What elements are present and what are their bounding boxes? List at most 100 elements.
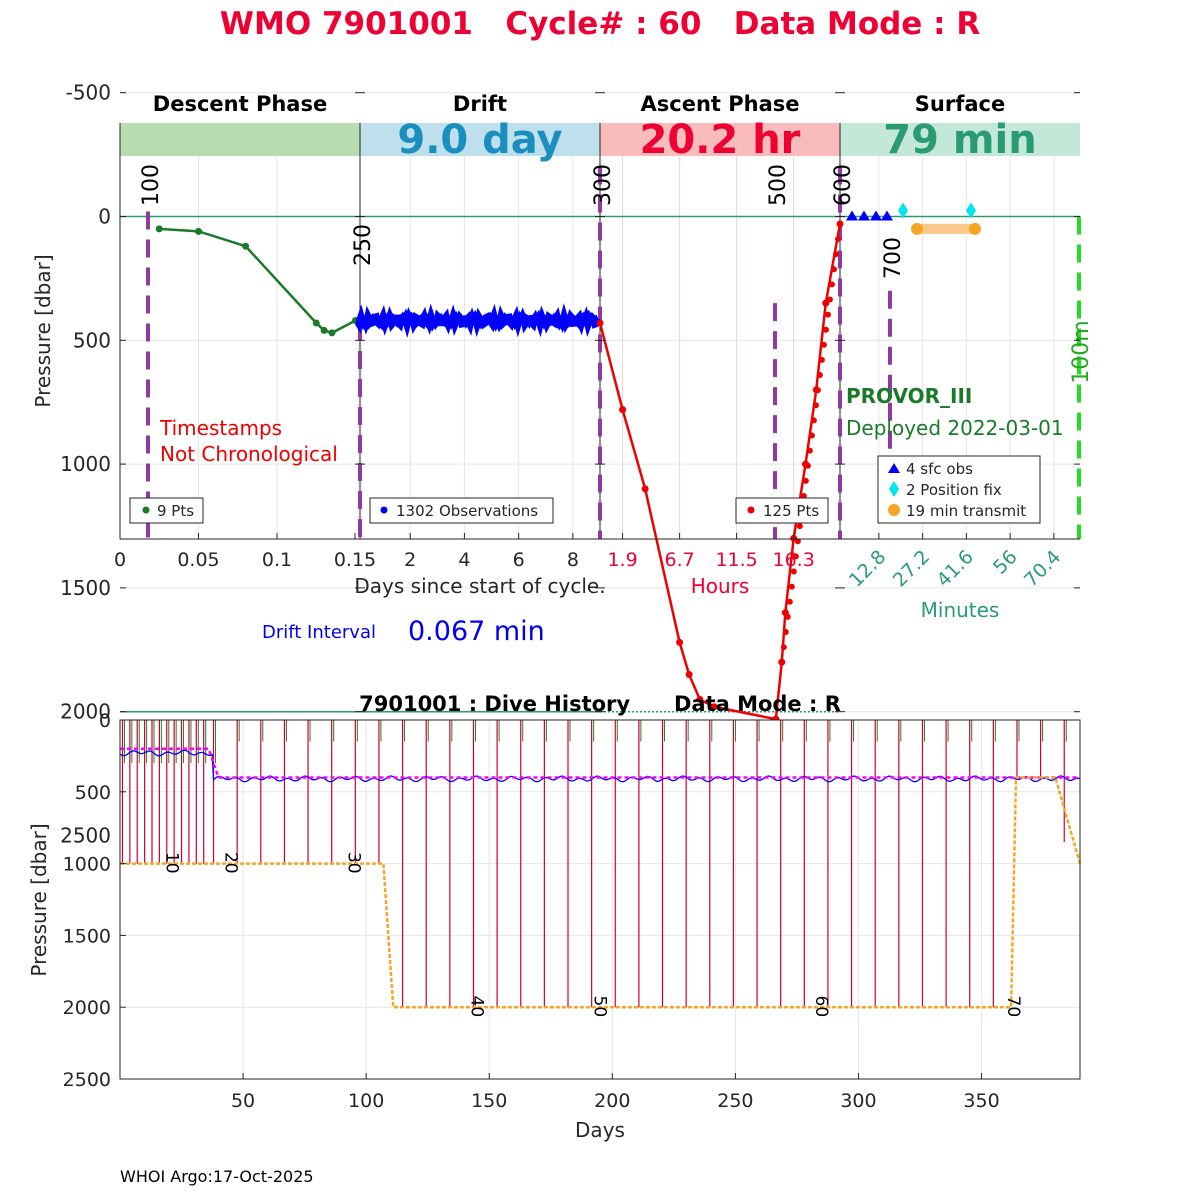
timestamp-note-line-2: Not Chronological	[160, 442, 338, 466]
ascent-point	[812, 402, 819, 409]
cycle-number-label: 10	[161, 852, 181, 874]
x-tick-label: 11.5	[715, 549, 757, 571]
x-tick-label: 27.2	[889, 546, 934, 591]
marker-label: 500	[766, 164, 791, 206]
figure-title: WMO 7901001 Cycle# : 60 Data Mode : R	[220, 6, 981, 42]
surface-obs-legend-label: 4 sfc obs	[906, 460, 973, 478]
x-tick-label: 0.1	[262, 549, 292, 571]
x-tick-label: 12.8	[845, 546, 890, 591]
x-tick-label: 0.15	[334, 549, 376, 571]
y-tick-label: 2000	[63, 997, 111, 1019]
cycle-number-label: 30	[343, 852, 363, 874]
marker-label: 100m	[1069, 320, 1094, 383]
y-tick-label: 2500	[60, 824, 111, 848]
transmit-marker	[969, 222, 981, 235]
phase-band	[120, 123, 360, 156]
phase-duration: 20.2 hr	[640, 117, 801, 163]
marker-label: 300	[591, 164, 616, 206]
y-tick-label: -500	[66, 81, 111, 105]
dive-history-panel: 10 20 30 40 50 60 70 50 100 150 200 250 300 350 0 500 1…	[27, 692, 1082, 1142]
ascent-point	[818, 356, 825, 363]
ascent-point	[778, 659, 785, 666]
ascent-point	[619, 406, 627, 414]
ascent-point	[828, 281, 835, 288]
ascent-point	[796, 523, 803, 530]
ascent-point	[814, 387, 821, 394]
dive-history-series: 10 20 30 40 50 60 70	[119, 720, 1082, 1018]
drift-legend: 1302 Observations	[369, 497, 554, 524]
x-tick-label: 300	[840, 1090, 876, 1112]
y-tick-label: 2500	[63, 1069, 111, 1091]
x-tick-label: 70.4	[1020, 546, 1065, 591]
x-tick-label: 1.9	[607, 549, 637, 571]
cycle-y-axis-label: Pressure [dbar]	[31, 254, 55, 407]
x-tick-label: 0.05	[177, 549, 219, 571]
position-fix-legend-label: 2 Position fix	[906, 481, 1002, 499]
ascent-point	[806, 447, 813, 454]
x-tick-label: 8	[567, 549, 579, 571]
x-axis-label-hours: Hours	[691, 574, 750, 598]
descent-point	[195, 227, 202, 235]
descent-point	[328, 329, 336, 337]
descent-legend-marker	[142, 506, 150, 514]
timestamp-note-line-1: Timestamps	[159, 416, 282, 440]
y-tick-label: 1000	[63, 854, 111, 876]
y-tick-label: 1500	[60, 576, 111, 600]
x-axis-label-days: Days since start of cycle.	[354, 574, 605, 598]
cycle-number-label: 20	[220, 852, 240, 874]
surface-obs-marker	[858, 210, 870, 221]
marker-label: 250	[351, 224, 376, 266]
descent-legend: 9 Pts	[129, 497, 204, 524]
surface-legend: 4 sfc obs 2 Position fix 19 min transmit	[877, 455, 1041, 524]
descent-legend-label: 9 Pts	[157, 502, 194, 520]
phase-duration: 79 min	[883, 117, 1036, 163]
drift-legend-label: 1302 Observations	[396, 502, 538, 520]
cycle-number-label: 50	[590, 996, 610, 1018]
marker-label: 600	[831, 164, 856, 206]
ascent-point	[810, 417, 817, 424]
transmit-legend-label: 19 min transmit	[906, 502, 1026, 520]
phase-header: Descent Phase	[153, 92, 327, 116]
ascent-point	[710, 703, 718, 711]
x-tick-label: 41.6	[932, 546, 977, 591]
x-tick-label: 0	[114, 549, 126, 571]
ascent-point	[790, 568, 797, 575]
ascent-point	[596, 319, 604, 327]
ascent-point	[788, 583, 795, 590]
ascent-point	[820, 341, 827, 348]
ascent-point	[641, 485, 649, 493]
ascent-point	[802, 477, 809, 484]
phase-band	[840, 123, 1080, 156]
descent-point	[242, 242, 250, 250]
ascent-point	[826, 296, 833, 303]
surface-obs-legend-marker	[888, 463, 900, 473]
x-tick-label: 250	[717, 1090, 753, 1112]
dive-history-x-axis-label: Days	[575, 1118, 625, 1142]
dive-history-axes: 50 100 150 200 250 300 350 0 500 1000 1500 2000 2500	[63, 710, 1081, 1112]
ascent-point	[834, 236, 841, 243]
cycle-number-label: 60	[811, 996, 831, 1018]
position-fix-marker	[966, 202, 976, 219]
ascent-point	[804, 462, 811, 469]
deployment-date: Deployed 2022-03-01	[846, 416, 1064, 440]
ascent-point	[816, 372, 823, 379]
phase-band	[600, 123, 840, 156]
phase-header: Drift	[453, 92, 507, 116]
ascent-point	[794, 538, 801, 545]
cycle-number-label: 40	[467, 996, 487, 1018]
ascent-point	[782, 628, 789, 635]
ascent-point	[832, 251, 839, 258]
phase-duration: 9.0 day	[397, 117, 562, 163]
ascent-legend-marker	[747, 506, 755, 514]
ascent-point	[824, 311, 831, 318]
phase-header: Ascent Phase	[641, 92, 800, 116]
ascent-point	[830, 266, 837, 273]
cycle-number-label: 70	[1003, 996, 1023, 1018]
x-tick-label: 100	[348, 1090, 384, 1112]
descent-point	[312, 319, 320, 327]
surface-obs-marker	[870, 210, 882, 221]
ascent-point	[800, 492, 807, 499]
